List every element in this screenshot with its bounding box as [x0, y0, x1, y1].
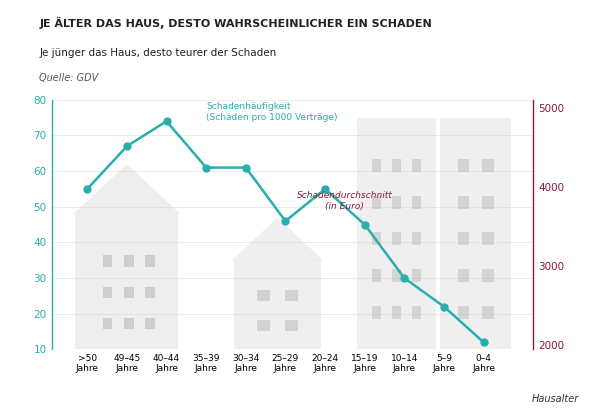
Bar	[482, 196, 494, 209]
Bar	[392, 232, 401, 245]
Text: JE ÄLTER DAS HAUS, DESTO WAHRSCHEINLICHER EIN SCHADEN: JE ÄLTER DAS HAUS, DESTO WAHRSCHEINLICHE…	[39, 17, 432, 29]
Text: Quelle: GDV: Quelle: GDV	[39, 73, 99, 83]
Bar	[412, 306, 421, 319]
Bar	[482, 232, 494, 245]
Bar	[103, 287, 113, 298]
Text: Schadendurchschnitt
(in Euro): Schadendurchschnitt (in Euro)	[297, 191, 393, 211]
Bar	[145, 318, 155, 329]
Bar	[412, 196, 421, 209]
Bar	[392, 269, 401, 282]
Bar	[103, 318, 113, 329]
Bar	[124, 318, 134, 329]
Bar	[371, 159, 381, 172]
Bar	[458, 306, 469, 319]
Bar	[392, 159, 401, 172]
Text: Je jünger das Haus, desto teurer der Schaden: Je jünger das Haus, desto teurer der Sch…	[39, 48, 277, 58]
Text: Hausalter: Hausalter	[531, 394, 579, 404]
Bar	[458, 232, 469, 245]
Bar	[412, 159, 421, 172]
Bar	[357, 118, 436, 349]
Polygon shape	[232, 218, 323, 260]
Bar	[285, 319, 298, 331]
Bar	[257, 290, 270, 301]
Bar	[371, 232, 381, 245]
Bar	[124, 255, 134, 267]
Bar	[458, 196, 469, 209]
Bar	[124, 287, 134, 298]
Bar	[458, 159, 469, 172]
Bar	[440, 118, 511, 349]
Bar	[75, 214, 178, 349]
Bar	[145, 255, 155, 267]
Bar	[412, 269, 421, 282]
Bar	[234, 260, 321, 349]
Bar	[371, 269, 381, 282]
Bar	[371, 306, 381, 319]
Bar	[412, 232, 421, 245]
Bar	[482, 306, 494, 319]
Text: Schadenhäufigkeit
(Schäden pro 1000 Verträge): Schadenhäufigkeit (Schäden pro 1000 Vert…	[206, 102, 338, 122]
Bar	[371, 196, 381, 209]
Polygon shape	[73, 164, 181, 214]
Bar	[392, 306, 401, 319]
Bar	[285, 290, 298, 301]
Bar	[103, 255, 113, 267]
Bar	[482, 159, 494, 172]
Bar	[482, 269, 494, 282]
Bar	[458, 269, 469, 282]
Bar	[257, 319, 270, 331]
Bar	[392, 196, 401, 209]
Bar	[145, 287, 155, 298]
